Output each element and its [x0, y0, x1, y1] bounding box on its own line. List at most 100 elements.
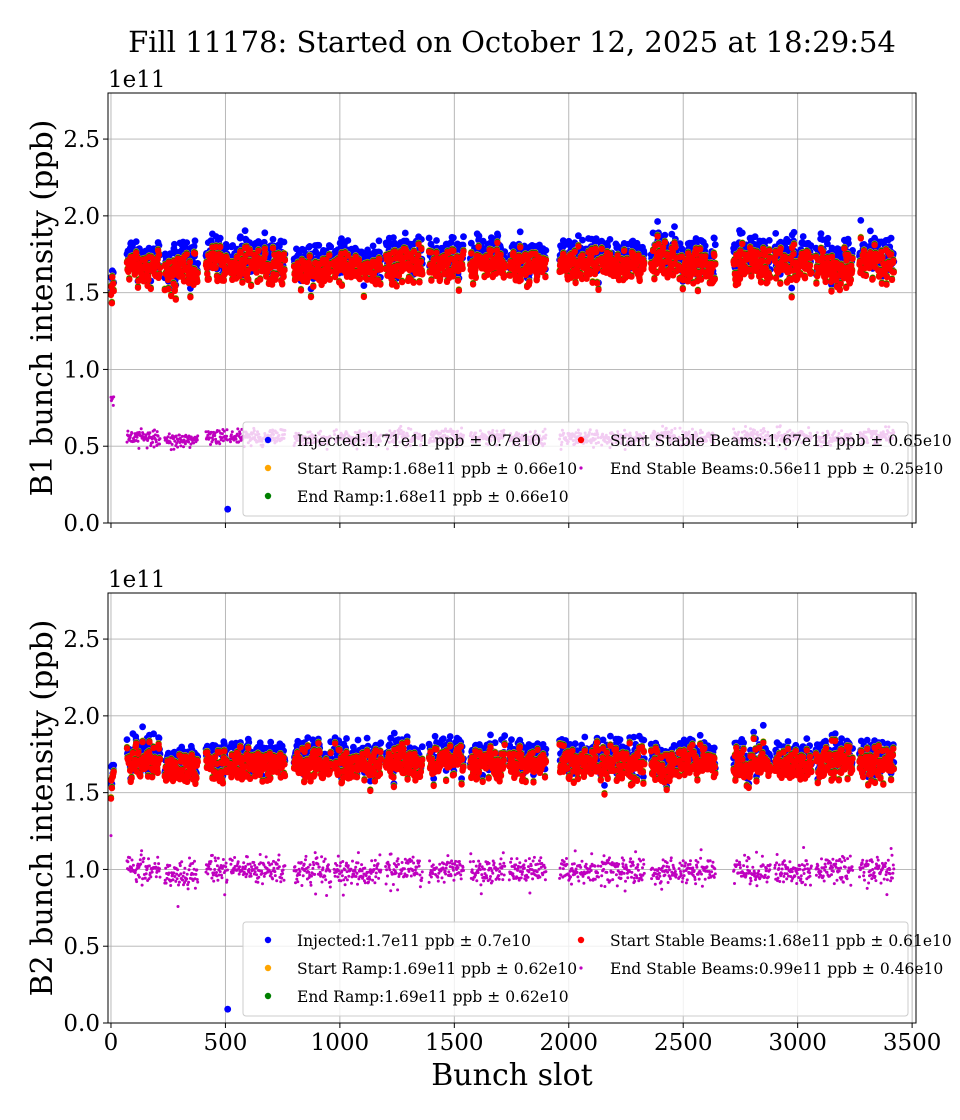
- data-point: [237, 233, 244, 241]
- data-point: [416, 279, 423, 286]
- data-point: [186, 259, 194, 266]
- data-point: [126, 276, 133, 283]
- data-point: [306, 253, 313, 260]
- data-point: [710, 234, 718, 242]
- data-point: [145, 276, 152, 284]
- data-point: [494, 232, 502, 240]
- data-point: [433, 237, 440, 244]
- data-point: [297, 287, 305, 294]
- data-point: [738, 229, 746, 237]
- data-point: [281, 257, 289, 264]
- data-point: [279, 281, 286, 288]
- data-point: [183, 239, 191, 247]
- data-point: [172, 296, 179, 303]
- data-point: [360, 293, 368, 301]
- data-point: [217, 243, 224, 251]
- y-tick-label: 2.5: [63, 127, 100, 153]
- data-point: [415, 252, 422, 259]
- data-point: [156, 271, 163, 278]
- y-tick-label: 1.0: [63, 357, 100, 383]
- data-point: [269, 245, 277, 252]
- data-point: [606, 236, 614, 243]
- data-point: [109, 274, 116, 281]
- data-point: [326, 252, 333, 259]
- data-point: [132, 238, 140, 246]
- data-point: [205, 276, 212, 283]
- data-point: [315, 241, 323, 249]
- data-point: [241, 227, 249, 235]
- chart-title: Fill 11178: Started on October 12, 2025 …: [128, 25, 896, 59]
- data-point: [542, 247, 550, 254]
- data-point: [194, 260, 202, 267]
- data-point: [790, 228, 798, 236]
- data-point: [817, 230, 825, 238]
- data-point: [183, 251, 190, 258]
- data-point: [772, 230, 780, 237]
- data-point: [134, 254, 141, 262]
- data-point: [765, 237, 773, 244]
- data-point: [255, 247, 262, 255]
- data-point: [327, 243, 335, 251]
- data-point: [194, 269, 201, 277]
- data-point: [171, 240, 178, 248]
- data-point: [857, 217, 865, 224]
- data-point: [338, 282, 346, 289]
- data-point: [147, 285, 154, 293]
- data-point: [165, 285, 172, 293]
- data-point: [257, 276, 264, 283]
- data-point: [280, 251, 288, 258]
- data-point: [356, 275, 363, 283]
- data-point: [216, 234, 224, 242]
- data-point: [245, 276, 252, 284]
- data-point: [867, 227, 874, 235]
- data-point: [239, 279, 246, 286]
- data-point: [393, 283, 400, 290]
- data-point: [306, 243, 314, 250]
- data-point: [220, 277, 227, 284]
- data-point: [247, 282, 255, 290]
- data-point: [280, 273, 287, 281]
- data-point: [375, 237, 383, 245]
- data-point: [425, 234, 433, 242]
- data-point: [253, 269, 260, 276]
- data-point: [377, 281, 384, 288]
- data-point: [390, 234, 397, 242]
- data-point: [191, 250, 199, 257]
- data-point: [172, 283, 179, 290]
- data-point: [360, 282, 368, 289]
- data-point: [273, 271, 280, 279]
- data-point: [410, 279, 417, 286]
- data-point: [307, 293, 315, 301]
- data-point: [281, 267, 288, 274]
- y-tick-label: 1.5: [63, 281, 100, 307]
- data-point: [344, 237, 352, 244]
- data-point: [661, 231, 669, 239]
- data-point: [460, 233, 467, 241]
- data-point: [280, 238, 288, 246]
- data-point: [799, 233, 807, 240]
- data-point: [269, 235, 277, 243]
- data-point: [312, 248, 319, 256]
- data-point: [224, 505, 232, 513]
- data-point: [310, 283, 317, 290]
- data-point: [788, 284, 796, 292]
- data-point: [187, 294, 194, 301]
- data-point: [110, 287, 117, 295]
- data-point: [261, 229, 269, 237]
- data-point: [417, 258, 425, 265]
- data-point: [194, 278, 201, 286]
- y-tick-label: 0.0: [63, 511, 100, 537]
- data-point: [376, 256, 383, 263]
- data-point: [212, 264, 219, 272]
- data-point: [155, 251, 163, 259]
- data-point: [204, 270, 211, 278]
- data-point: [110, 280, 117, 288]
- data-point: [654, 218, 661, 225]
- data-point: [190, 242, 198, 250]
- data-point: [134, 284, 142, 291]
- y-tick-label: 2.0: [63, 204, 100, 230]
- data-point: [824, 234, 832, 242]
- data-point: [516, 228, 524, 236]
